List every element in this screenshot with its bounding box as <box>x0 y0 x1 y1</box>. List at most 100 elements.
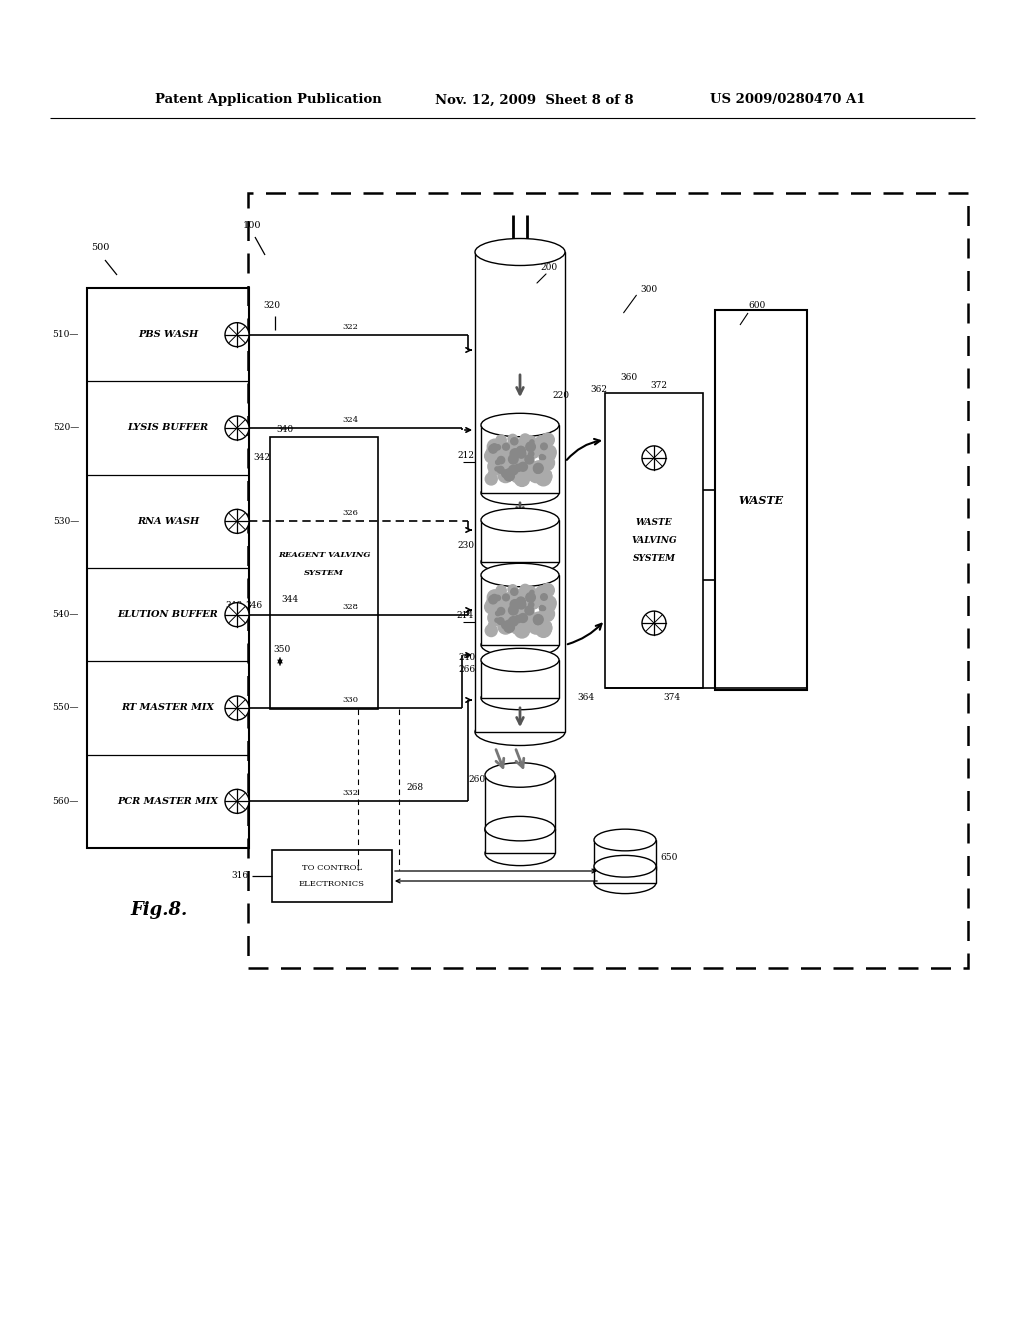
Circle shape <box>528 466 543 479</box>
Circle shape <box>488 445 498 453</box>
Ellipse shape <box>594 829 656 851</box>
Circle shape <box>509 454 518 465</box>
Ellipse shape <box>481 550 559 574</box>
Text: WASTE: WASTE <box>636 517 673 527</box>
Circle shape <box>538 589 546 597</box>
Ellipse shape <box>475 718 565 746</box>
Circle shape <box>513 453 527 469</box>
Circle shape <box>527 462 537 471</box>
Circle shape <box>498 618 507 627</box>
Circle shape <box>516 451 526 462</box>
Circle shape <box>523 620 535 631</box>
Text: 260: 260 <box>469 776 486 784</box>
Circle shape <box>495 467 499 471</box>
Circle shape <box>541 438 547 445</box>
Circle shape <box>490 444 498 451</box>
Circle shape <box>522 590 534 602</box>
Circle shape <box>493 612 505 626</box>
Circle shape <box>496 586 506 595</box>
Circle shape <box>496 595 504 605</box>
Bar <box>481 576 559 645</box>
Circle shape <box>499 457 511 469</box>
Circle shape <box>493 462 505 474</box>
Circle shape <box>498 466 507 475</box>
Circle shape <box>507 594 514 602</box>
Bar <box>485 829 555 853</box>
Circle shape <box>523 444 531 451</box>
Circle shape <box>517 454 525 463</box>
Circle shape <box>539 606 554 622</box>
Circle shape <box>495 455 509 470</box>
Ellipse shape <box>481 413 559 437</box>
Circle shape <box>520 434 530 445</box>
Text: 240: 240 <box>459 653 476 663</box>
Circle shape <box>510 598 521 610</box>
Circle shape <box>515 475 521 482</box>
Text: SYSTEM: SYSTEM <box>304 569 344 577</box>
Circle shape <box>511 589 518 595</box>
Circle shape <box>534 615 543 624</box>
Circle shape <box>528 618 543 631</box>
Circle shape <box>496 595 501 601</box>
Circle shape <box>540 612 547 620</box>
Circle shape <box>539 455 554 470</box>
Circle shape <box>514 615 522 623</box>
Circle shape <box>505 599 517 611</box>
Circle shape <box>495 607 509 620</box>
Circle shape <box>506 469 512 475</box>
Text: 362: 362 <box>590 385 607 395</box>
Circle shape <box>545 470 551 477</box>
Text: 340: 340 <box>276 425 294 434</box>
Bar <box>481 425 559 492</box>
Text: 214: 214 <box>457 610 474 619</box>
Circle shape <box>510 447 521 458</box>
Circle shape <box>529 440 534 444</box>
Circle shape <box>505 462 514 471</box>
Text: 330: 330 <box>342 696 358 704</box>
Circle shape <box>524 436 536 447</box>
Text: 324: 324 <box>342 416 358 424</box>
Ellipse shape <box>481 564 559 586</box>
Circle shape <box>541 597 556 612</box>
Circle shape <box>528 619 544 634</box>
Circle shape <box>538 449 544 454</box>
Circle shape <box>508 450 523 466</box>
Circle shape <box>515 459 526 471</box>
Circle shape <box>504 598 514 609</box>
Circle shape <box>492 459 501 469</box>
Circle shape <box>529 444 535 447</box>
Text: 560—: 560— <box>52 797 79 805</box>
Circle shape <box>540 622 552 634</box>
Text: 520—: 520— <box>53 424 79 433</box>
Circle shape <box>522 601 531 610</box>
Circle shape <box>513 605 527 619</box>
Text: 346: 346 <box>246 601 263 610</box>
Circle shape <box>488 470 496 478</box>
Circle shape <box>508 434 517 444</box>
Circle shape <box>525 606 534 615</box>
Circle shape <box>492 610 501 619</box>
Text: Fig.8.: Fig.8. <box>130 902 187 919</box>
Circle shape <box>493 444 507 458</box>
Circle shape <box>541 589 547 595</box>
Bar <box>272 850 392 902</box>
Circle shape <box>530 450 538 458</box>
Circle shape <box>526 593 536 602</box>
Text: 550—: 550— <box>52 704 79 713</box>
Circle shape <box>534 445 540 451</box>
Circle shape <box>530 450 537 457</box>
Circle shape <box>505 471 514 480</box>
Circle shape <box>542 606 546 611</box>
Text: 530—: 530— <box>53 517 79 525</box>
Circle shape <box>513 616 528 632</box>
Text: Nov. 12, 2009  Sheet 8 of 8: Nov. 12, 2009 Sheet 8 of 8 <box>435 94 634 107</box>
Circle shape <box>511 455 520 466</box>
Ellipse shape <box>481 634 559 657</box>
Circle shape <box>642 611 666 635</box>
Text: PBS WASH: PBS WASH <box>138 330 198 339</box>
Circle shape <box>520 594 527 601</box>
Circle shape <box>545 622 551 628</box>
Circle shape <box>530 601 537 607</box>
Bar <box>248 193 968 968</box>
Circle shape <box>543 445 556 459</box>
